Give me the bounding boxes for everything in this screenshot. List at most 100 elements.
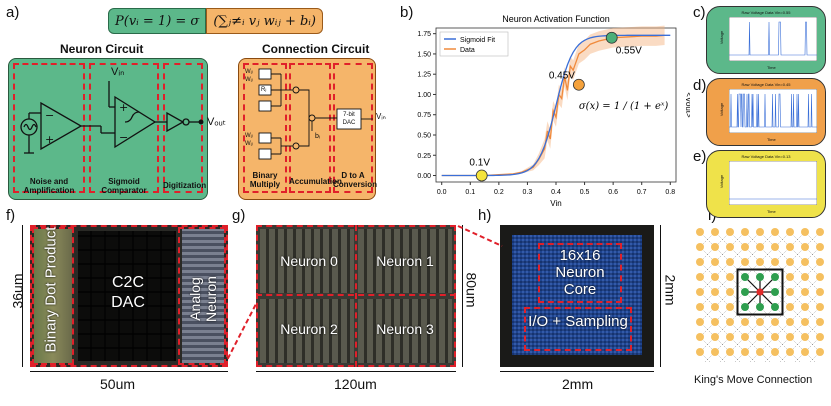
x-tick-label: 0.2 xyxy=(494,189,504,196)
neuron1-region xyxy=(358,229,452,293)
diag-link xyxy=(701,278,714,291)
node xyxy=(816,273,824,281)
mini-plot-frame xyxy=(729,161,817,205)
chip-f-height-arrow xyxy=(22,225,23,367)
chip-h-height: 2mm xyxy=(662,274,679,306)
accumulation-stage-box xyxy=(289,63,331,193)
chip-h-width-arrow xyxy=(500,371,654,372)
diag-link xyxy=(806,353,816,362)
diag-link xyxy=(761,353,771,362)
formula-lhs: P(vᵢ = 1) = σ xyxy=(108,8,207,34)
node xyxy=(711,243,719,251)
weight-labels-bottom: Wᵢⱼ Wᵢⱼ xyxy=(245,132,253,148)
chip-h-label-io: I/O + Sampling xyxy=(528,313,628,330)
neuron3-region xyxy=(358,299,452,363)
node xyxy=(801,333,809,341)
diag-link xyxy=(716,233,729,246)
stage-multiply-label: Binary Multiply xyxy=(249,171,281,189)
node xyxy=(696,258,704,266)
y-tick-label: 0.75 xyxy=(417,112,431,119)
node xyxy=(771,303,779,311)
stage-digitization-label: Digitization xyxy=(163,181,207,190)
node xyxy=(771,333,779,341)
diag-link xyxy=(806,293,819,306)
node xyxy=(756,243,764,251)
mini-plot-title: Raw Voltage Data Vin=0.13 xyxy=(741,154,791,159)
node xyxy=(696,303,704,311)
vin-label: Vᵢₙ xyxy=(111,66,125,78)
chip-g-label-n2: Neuron 2 xyxy=(280,321,338,337)
x-axis-label: Vin xyxy=(550,199,561,208)
node xyxy=(696,318,704,326)
diag-link xyxy=(806,263,819,276)
marker-dot xyxy=(605,31,618,44)
node xyxy=(711,288,719,296)
chip-f-width-arrow xyxy=(30,371,228,372)
neuron2-region xyxy=(260,299,354,363)
node xyxy=(816,348,824,356)
diag-link xyxy=(806,278,819,291)
node xyxy=(801,273,809,281)
node xyxy=(786,333,794,341)
stage-dac-label: D to A Conversion xyxy=(333,171,378,189)
mini-plot-ylabel: Voltage xyxy=(719,174,725,189)
stage-comparator-label: Sigmoid Comparator xyxy=(101,177,147,195)
node xyxy=(696,273,704,281)
node xyxy=(696,243,704,251)
diag-link xyxy=(701,323,714,336)
panel-label-d: d) xyxy=(693,77,707,94)
node xyxy=(741,243,749,251)
diag-link xyxy=(746,248,759,261)
vout-label: Vₒᵤₜ xyxy=(207,116,226,128)
diag-link xyxy=(701,353,711,362)
marker-label: 0.1V xyxy=(469,158,490,169)
chip-g-width: 120um xyxy=(334,376,377,392)
node xyxy=(756,318,764,326)
raw-voltage-plot-055: Raw Voltage Data Vin=0.55 Voltage Time xyxy=(706,6,826,74)
diag-link xyxy=(761,233,774,246)
diag-link xyxy=(731,323,744,336)
node xyxy=(816,333,824,341)
x-tick-label: 0.7 xyxy=(637,189,647,196)
connection-circuit-box: Wᵢⱼ Wᵢⱼ Wᵢⱼ Wᵢⱼ Rⱼ bᵢ 7-bit DAC Binary M… xyxy=(238,58,378,200)
raw-voltage-plot-045: Raw Voltage Data Vin=0.45 Voltage Time xyxy=(706,78,826,146)
diag-link xyxy=(791,233,804,246)
inverter-icon xyxy=(166,111,185,133)
x-tick-label: 0.6 xyxy=(608,189,618,196)
marker-dot xyxy=(572,78,585,91)
node xyxy=(786,318,794,326)
node xyxy=(756,258,764,266)
x-tick-label: 0.3 xyxy=(523,189,533,196)
chip-g-height: 80um xyxy=(463,272,480,308)
diag-link xyxy=(791,248,804,261)
node xyxy=(801,258,809,266)
marker-label: 0.55V xyxy=(616,46,642,57)
stage-accumulation-label: Accumulation xyxy=(289,177,342,186)
panel-label-f: f) xyxy=(6,207,16,224)
diag-link xyxy=(716,263,729,276)
diag-link xyxy=(806,323,819,336)
node xyxy=(801,243,809,251)
diag-link xyxy=(776,338,789,351)
x-tick-label: 0.8 xyxy=(665,189,675,196)
weight-labels-top: Wᵢⱼ Wᵢⱼ xyxy=(245,68,253,84)
node xyxy=(786,228,794,236)
node xyxy=(771,243,779,251)
node xyxy=(711,333,719,341)
node xyxy=(696,228,704,236)
x-tick-label: 0.4 xyxy=(551,189,561,196)
chip-f-micrograph: Binary Dot Product C2C DAC Analog Neuron xyxy=(30,225,228,367)
analog-neuron-region xyxy=(182,229,224,363)
connection-circuit-title: Connection Circuit xyxy=(262,42,370,56)
diag-link xyxy=(791,338,804,351)
node xyxy=(741,318,749,326)
y-tick-label: 1.25 xyxy=(417,72,431,79)
node xyxy=(771,273,779,281)
panel-label-g: g) xyxy=(232,207,246,224)
mini-plot-title: Raw Voltage Data Vin=0.55 xyxy=(741,10,791,15)
diag-link xyxy=(716,338,729,351)
diag-link xyxy=(764,353,774,362)
digitization-stage-box xyxy=(163,63,203,193)
node xyxy=(711,348,719,356)
node xyxy=(741,273,749,281)
